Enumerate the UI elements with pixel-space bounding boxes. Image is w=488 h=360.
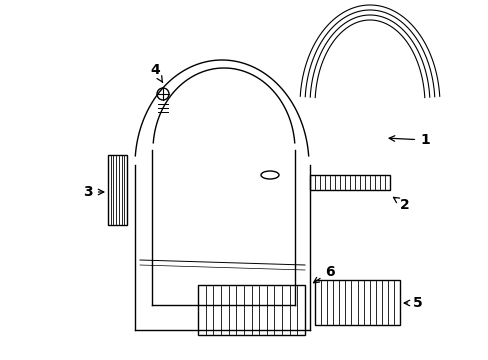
Bar xyxy=(314,280,399,325)
Text: 2: 2 xyxy=(393,197,409,212)
Text: 6: 6 xyxy=(313,265,334,283)
Text: 4: 4 xyxy=(150,63,162,82)
Text: 5: 5 xyxy=(404,296,422,310)
Text: 3: 3 xyxy=(83,185,103,199)
Bar xyxy=(198,285,305,335)
Bar xyxy=(309,175,389,190)
Bar xyxy=(108,155,127,225)
Text: 1: 1 xyxy=(388,133,429,147)
